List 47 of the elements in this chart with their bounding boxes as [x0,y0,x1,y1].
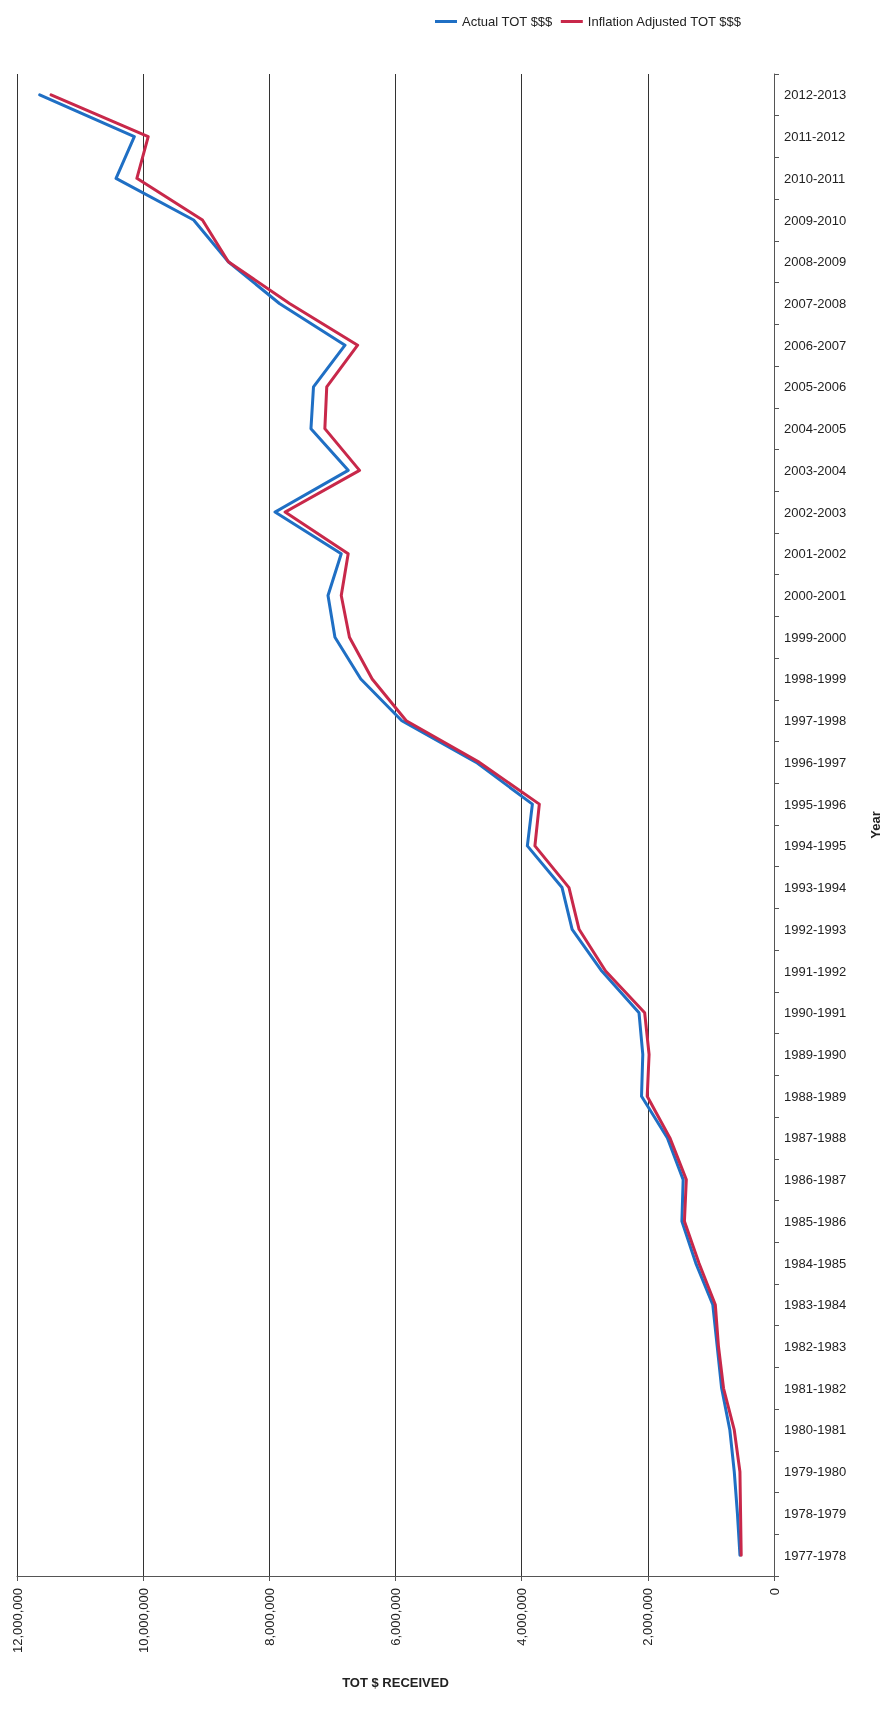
x-tick-label: 4,000,000 [514,1588,530,1646]
y-tick-label: 1983-1984 [784,1297,847,1313]
y-tick-label: 1997-1998 [784,713,847,729]
legend-label: Inflation Adjusted TOT $$$ [587,14,742,29]
y-tick-label: 1998-1999 [784,671,847,687]
y-tick-label: 2011-2012 [784,129,846,145]
y-tick-label: 1984-1985 [784,1255,847,1271]
y-tick-label: 1987-1988 [784,1130,847,1146]
x-tick-label: 10,000,000 [135,1588,151,1654]
y-tick-label: 2002-2003 [784,504,847,520]
y-tick-label: 2000-2001 [784,588,847,604]
y-tick-label: 1981-1982 [784,1380,847,1396]
y-tick-label: 1978-1979 [784,1505,847,1521]
y-tick-label: 1977-1978 [784,1547,847,1563]
y-tick-label: 1979-1980 [784,1464,847,1480]
y-tick-label: 2003-2004 [784,462,847,478]
y-tick-label: 2006-2007 [784,337,847,353]
y-axis-title: Year [868,811,883,839]
y-tick-label: 1994-1995 [784,838,847,854]
y-tick-label: 1982-1983 [784,1339,847,1355]
y-tick-label: 1992-1993 [784,921,847,937]
y-tick-label: 2001-2002 [784,546,847,562]
y-tick-label: 1980-1981 [784,1422,847,1438]
y-tick-label: 2009-2010 [784,212,847,228]
y-tick-label: 2010-2011 [784,170,846,186]
x-tick-label: 2,000,000 [640,1588,656,1646]
y-tick-label: 1986-1987 [784,1172,847,1188]
x-axis-title: TOT $ RECEIVED [342,1675,449,1690]
y-tick-label: 1991-1992 [784,963,847,979]
y-tick-label: 2008-2009 [784,254,847,270]
y-tick-label: 2007-2008 [784,295,847,311]
y-tick-label: 1993-1994 [784,880,847,896]
y-tick-label: 1999-2000 [784,629,847,645]
y-tick-label: 2012-2013 [784,87,847,103]
x-tick-label: 12,000,000 [9,1588,25,1654]
x-tick-label: 0 [766,1588,782,1596]
y-tick-label: 1996-1997 [784,754,847,770]
y-tick-label: 2005-2006 [784,379,847,395]
y-tick-label: 1985-1986 [784,1213,847,1229]
x-tick-label: 8,000,000 [261,1588,277,1646]
y-tick-label: 1990-1991 [784,1005,847,1021]
legend-label: Actual TOT $$$ [462,14,554,29]
y-tick-label: 1988-1989 [784,1088,847,1104]
x-tick-label: 6,000,000 [388,1588,403,1646]
y-tick-label: 1995-1996 [784,796,847,812]
y-tick-label: 1989-1990 [784,1046,847,1062]
y-tick-label: 2004-2005 [784,421,847,437]
